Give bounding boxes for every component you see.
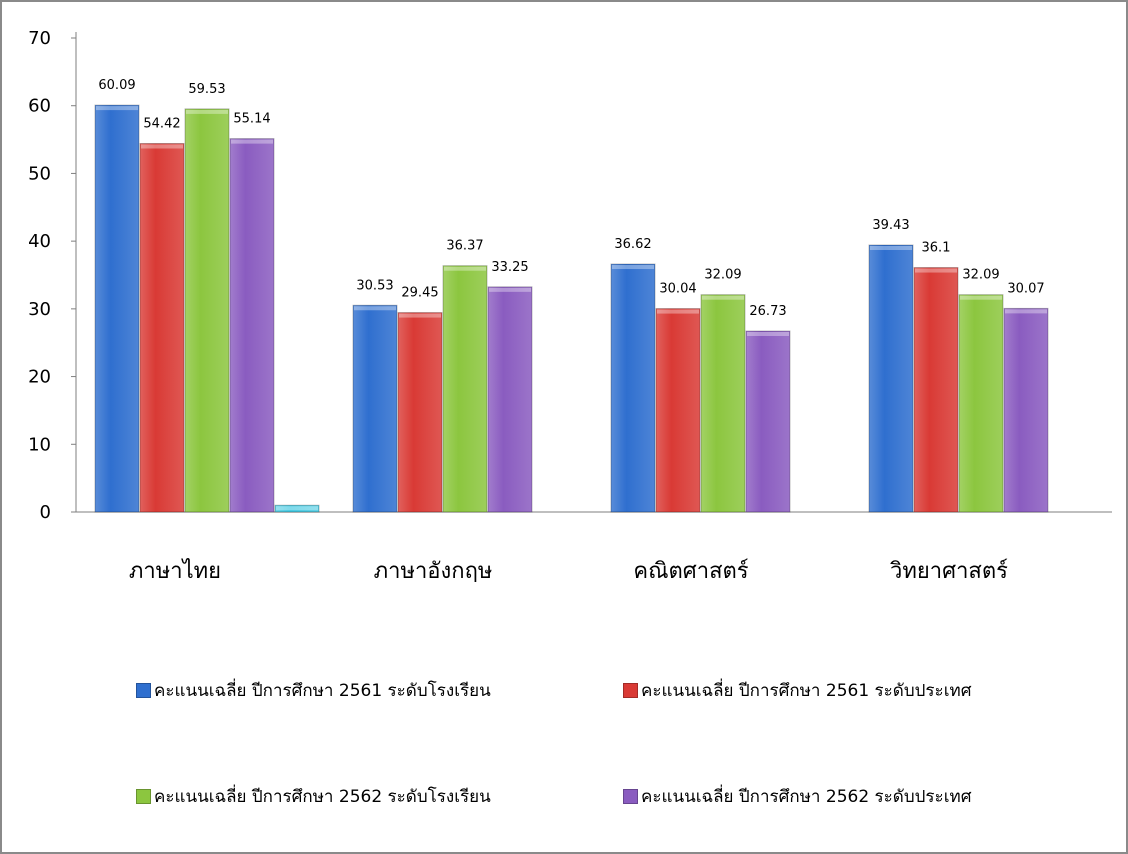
data-label: 26.73 (749, 304, 786, 319)
bar (352, 304, 398, 513)
data-label: 60.09 (98, 78, 135, 93)
legend-label-1: คะแนนเฉลี่ย ปีการศึกษา 2561 ระดับโรงเรีย… (154, 681, 491, 701)
y-tick-label: 70 (28, 28, 51, 49)
bar-highlight (489, 287, 531, 292)
y-tick-label: 40 (28, 231, 51, 252)
data-label: 55.14 (233, 112, 270, 127)
legend-item-1: คะแนนเฉลี่ย ปีการศึกษา 2561 ระดับโรงเรีย… (136, 677, 491, 704)
bar (655, 308, 701, 513)
bar-highlight (915, 268, 957, 273)
data-label: 32.09 (704, 268, 741, 283)
data-label: 33.25 (491, 260, 528, 275)
bar (610, 263, 656, 513)
data-label: 36.37 (446, 239, 483, 254)
bar (397, 312, 443, 513)
bar-highlight (444, 266, 486, 271)
bar-highlight (231, 139, 273, 144)
y-tick-label: 20 (28, 367, 51, 388)
y-tick-label: 60 (28, 96, 51, 117)
x-category-label: ภาษาอังกฤษ (374, 559, 493, 584)
bar (274, 504, 320, 513)
data-label: 59.53 (188, 82, 225, 97)
bar (913, 267, 959, 513)
bar (958, 294, 1004, 513)
bar-highlight (960, 295, 1002, 300)
legend-item-2: คะแนนเฉลี่ย ปีการศึกษา 2561 ระดับประเทศ (623, 677, 972, 704)
legend-label-4: คะแนนเฉลี่ย ปีการศึกษา 2562 ระดับประเทศ (641, 787, 972, 807)
data-label: 39.43 (872, 218, 909, 233)
bar-highlight (1005, 309, 1047, 314)
bar-highlight (354, 306, 396, 311)
legend-swatch-1 (136, 683, 151, 698)
legend-label-2: คะแนนเฉลี่ย ปีการศึกษา 2561 ระดับประเทศ (641, 681, 972, 701)
bar-highlight (186, 109, 228, 114)
bar (139, 142, 185, 513)
bar-highlight (141, 144, 183, 149)
bar (868, 244, 914, 513)
y-tick-label: 0 (40, 502, 51, 523)
y-tick-label: 50 (28, 163, 51, 184)
bar (745, 330, 791, 513)
bar-highlight (657, 309, 699, 314)
bar (700, 294, 746, 513)
x-category-label: วิทยาศาสตร์ (889, 559, 1008, 584)
legend-swatch-2 (623, 683, 638, 698)
y-tick-label: 10 (28, 434, 51, 455)
data-label: 30.53 (356, 278, 393, 293)
legend-swatch-4 (623, 789, 638, 804)
legend-swatch-3 (136, 789, 151, 804)
bar (184, 108, 230, 513)
bar-highlight (96, 106, 138, 111)
data-label: 36.1 (922, 241, 951, 256)
bar-highlight (702, 295, 744, 300)
bar-highlight (612, 265, 654, 270)
bar-highlight (870, 246, 912, 251)
bar-highlight (399, 313, 441, 318)
bar (1003, 307, 1049, 513)
bar (229, 138, 275, 513)
bar-highlight (276, 506, 318, 511)
legend-label-3: คะแนนเฉลี่ย ปีการศึกษา 2562 ระดับโรงเรีย… (154, 787, 491, 807)
data-label: 54.42 (143, 116, 180, 131)
data-label: 29.45 (401, 286, 438, 301)
legend-item-4: คะแนนเฉลี่ย ปีการศึกษา 2562 ระดับประเทศ (623, 783, 972, 810)
bar (487, 286, 533, 513)
bar-highlight (747, 331, 789, 336)
bar (94, 104, 140, 513)
data-label: 36.62 (614, 237, 651, 252)
x-category-label: ภาษาไทย (129, 558, 221, 584)
y-tick-label: 30 (28, 299, 51, 320)
data-label: 30.04 (659, 282, 696, 297)
bar (442, 265, 488, 513)
data-label: 30.07 (1007, 281, 1044, 296)
data-label: 32.09 (962, 268, 999, 283)
x-category-label: คณิตศาสตร์ (633, 559, 748, 584)
legend-item-3: คะแนนเฉลี่ย ปีการศึกษา 2562 ระดับโรงเรีย… (136, 783, 491, 810)
